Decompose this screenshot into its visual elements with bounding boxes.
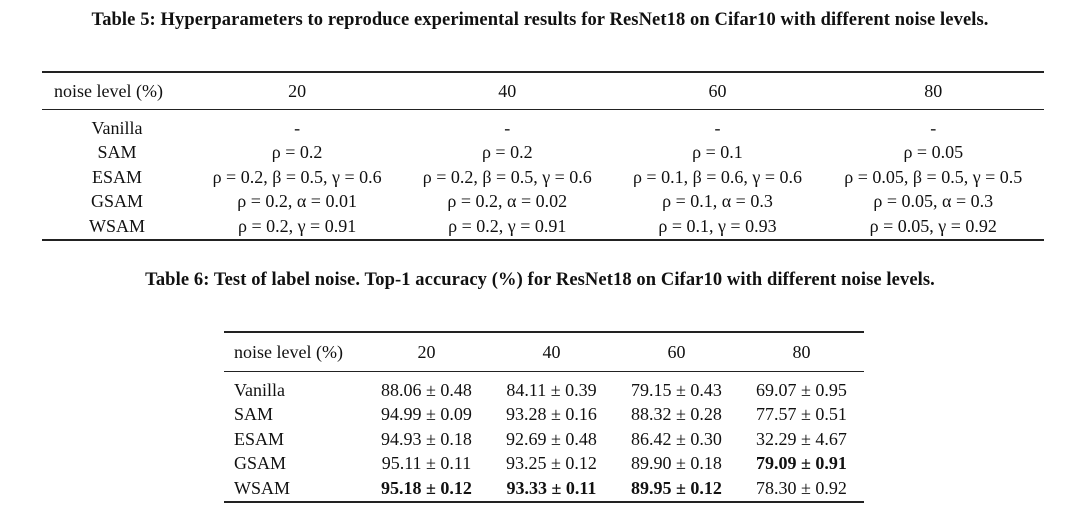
table-cell: ρ = 0.05, γ = 0.92 [869, 215, 997, 236]
table-row: ESAM 94.93 ± 0.18 92.69 ± 0.48 86.42 ± 0.30… [224, 427, 864, 452]
table-row: WSAM 95.18 ± 0.12 93.33 ± 0.11 89.95 ± 0.12… [224, 476, 864, 502]
column-header: 80 [739, 332, 864, 372]
table-cell: 77.57 ± 0.51 [756, 404, 847, 425]
table-cell: 84.11 ± 0.39 [506, 379, 597, 400]
table-cell: ρ = 0.2, α = 0.02 [447, 191, 568, 212]
table5-caption: Table 5: Hyperparameters to reproduce ex… [91, 10, 989, 30]
method-name: SAM [97, 142, 137, 163]
table-cell: ρ = 0.1, α = 0.3 [662, 191, 773, 212]
table-cell: 32.29 ± 4.67 [756, 428, 847, 449]
table-cell: ρ = 0.1, β = 0.6, γ = 0.6 [632, 166, 802, 187]
table-row: WSAM ρ = 0.2, γ = 0.91 ρ = 0.2, γ = 0.91 ρ … [42, 214, 1044, 240]
table-cell: - [294, 117, 301, 138]
table-cell: ρ = 0.05 [903, 142, 964, 163]
table-row: SAM 94.99 ± 0.09 93.28 ± 0.16 88.32 ± 0.28 7… [224, 403, 864, 428]
method-name: ESAM [91, 166, 142, 187]
table-cell: ρ = 0.2, γ = 0.91 [237, 215, 357, 236]
column-header: noise level (%) [42, 72, 192, 110]
column-header: 80 [822, 72, 1044, 110]
column-header: 20 [364, 332, 489, 372]
table-cell: ρ = 0.05, α = 0.3 [873, 191, 994, 212]
table-cell: ρ = 0.05, β = 0.5, γ = 0.5 [844, 166, 1023, 187]
method-name: Vanilla [234, 379, 285, 400]
table-cell: ρ = 0.2, γ = 0.91 [448, 215, 567, 236]
table-header-row: noise level (%) 20 40 60 80 [224, 332, 864, 372]
table-cell: ρ = 0.2, α = 0.01 [237, 191, 357, 212]
table-cell: 78.30 ± 0.92 [756, 477, 847, 498]
table-cell: ρ = 0.2 [481, 142, 533, 163]
column-header: 40 [402, 72, 613, 110]
method-name: GSAM [234, 453, 287, 474]
table-row: SAM ρ = 0.2 ρ = 0.2 ρ = 0.1 ρ = 0.05 [42, 141, 1044, 166]
table-cell: 88.32 ± 0.28 [631, 404, 722, 425]
table-row: Vanilla - - - - [42, 110, 1044, 141]
table-cell: ρ = 0.2, β = 0.5, γ = 0.6 [212, 166, 382, 187]
table-cell: 86.42 ± 0.30 [631, 428, 722, 449]
method-name: ESAM [234, 428, 285, 449]
table-cell: ρ = 0.2 [271, 142, 323, 163]
table-cell: - [504, 117, 511, 138]
table-cell: 88.06 ± 0.48 [381, 379, 472, 400]
table-row: GSAM 95.11 ± 0.11 93.25 ± 0.12 89.90 ± 0.18… [224, 452, 864, 477]
table-cell: 93.25 ± 0.12 [506, 453, 597, 474]
table-cell: ρ = 0.1 [692, 142, 743, 163]
method-name: GSAM [90, 191, 143, 212]
table-row: GSAM ρ = 0.2, α = 0.01 ρ = 0.2, α = 0.02 ρ … [42, 190, 1044, 215]
table-cell: 95.18 ± 0.12 [381, 477, 472, 498]
table-cell: ρ = 0.2, β = 0.5, γ = 0.6 [422, 166, 592, 187]
label-noise-accuracy-table: noise level (%) 20 40 60 80 Vanilla 88.06… [224, 331, 864, 503]
table-cell: ρ = 0.1, γ = 0.93 [658, 215, 777, 236]
table-cell: 69.07 ± 0.95 [756, 379, 847, 400]
method-name: SAM [234, 404, 274, 425]
method-name: Vanilla [91, 117, 143, 138]
table-cell: 79.09 ± 0.91 [756, 453, 847, 474]
column-header: 60 [614, 332, 739, 372]
table-cell: - [930, 117, 937, 138]
column-header: 20 [192, 72, 403, 110]
table-cell: 93.28 ± 0.16 [506, 404, 597, 425]
hyperparameter-table: noise level (%) 20 40 60 80 Vanilla - - - - S… [42, 71, 1044, 241]
method-name: WSAM [88, 215, 145, 236]
table-cell: 94.93 ± 0.18 [381, 428, 472, 449]
column-header: noise level (%) [224, 332, 364, 372]
table-row: Vanilla 88.06 ± 0.48 84.11 ± 0.39 79.15 ± 0… [224, 372, 864, 403]
column-header: 40 [489, 332, 614, 372]
table-cell: 94.99 ± 0.09 [381, 404, 472, 425]
table-cell: 95.11 ± 0.11 [381, 453, 472, 474]
table-row: ESAM ρ = 0.2, β = 0.5, γ = 0.6 ρ = 0.2, β … [42, 165, 1044, 190]
table-cell: - [714, 117, 721, 138]
table-cell: 89.95 ± 0.12 [631, 477, 722, 498]
table-cell: 92.69 ± 0.48 [506, 428, 597, 449]
table-header-row: noise level (%) 20 40 60 80 [42, 72, 1044, 110]
table-cell: 79.15 ± 0.43 [631, 379, 722, 400]
table-cell: 93.33 ± 0.11 [506, 477, 597, 498]
table6-caption: Table 6: Test of label noise. Top-1 accu… [145, 270, 935, 290]
column-header: 60 [612, 72, 823, 110]
table-cell: 89.90 ± 0.18 [631, 453, 722, 474]
method-name: WSAM [234, 477, 291, 498]
